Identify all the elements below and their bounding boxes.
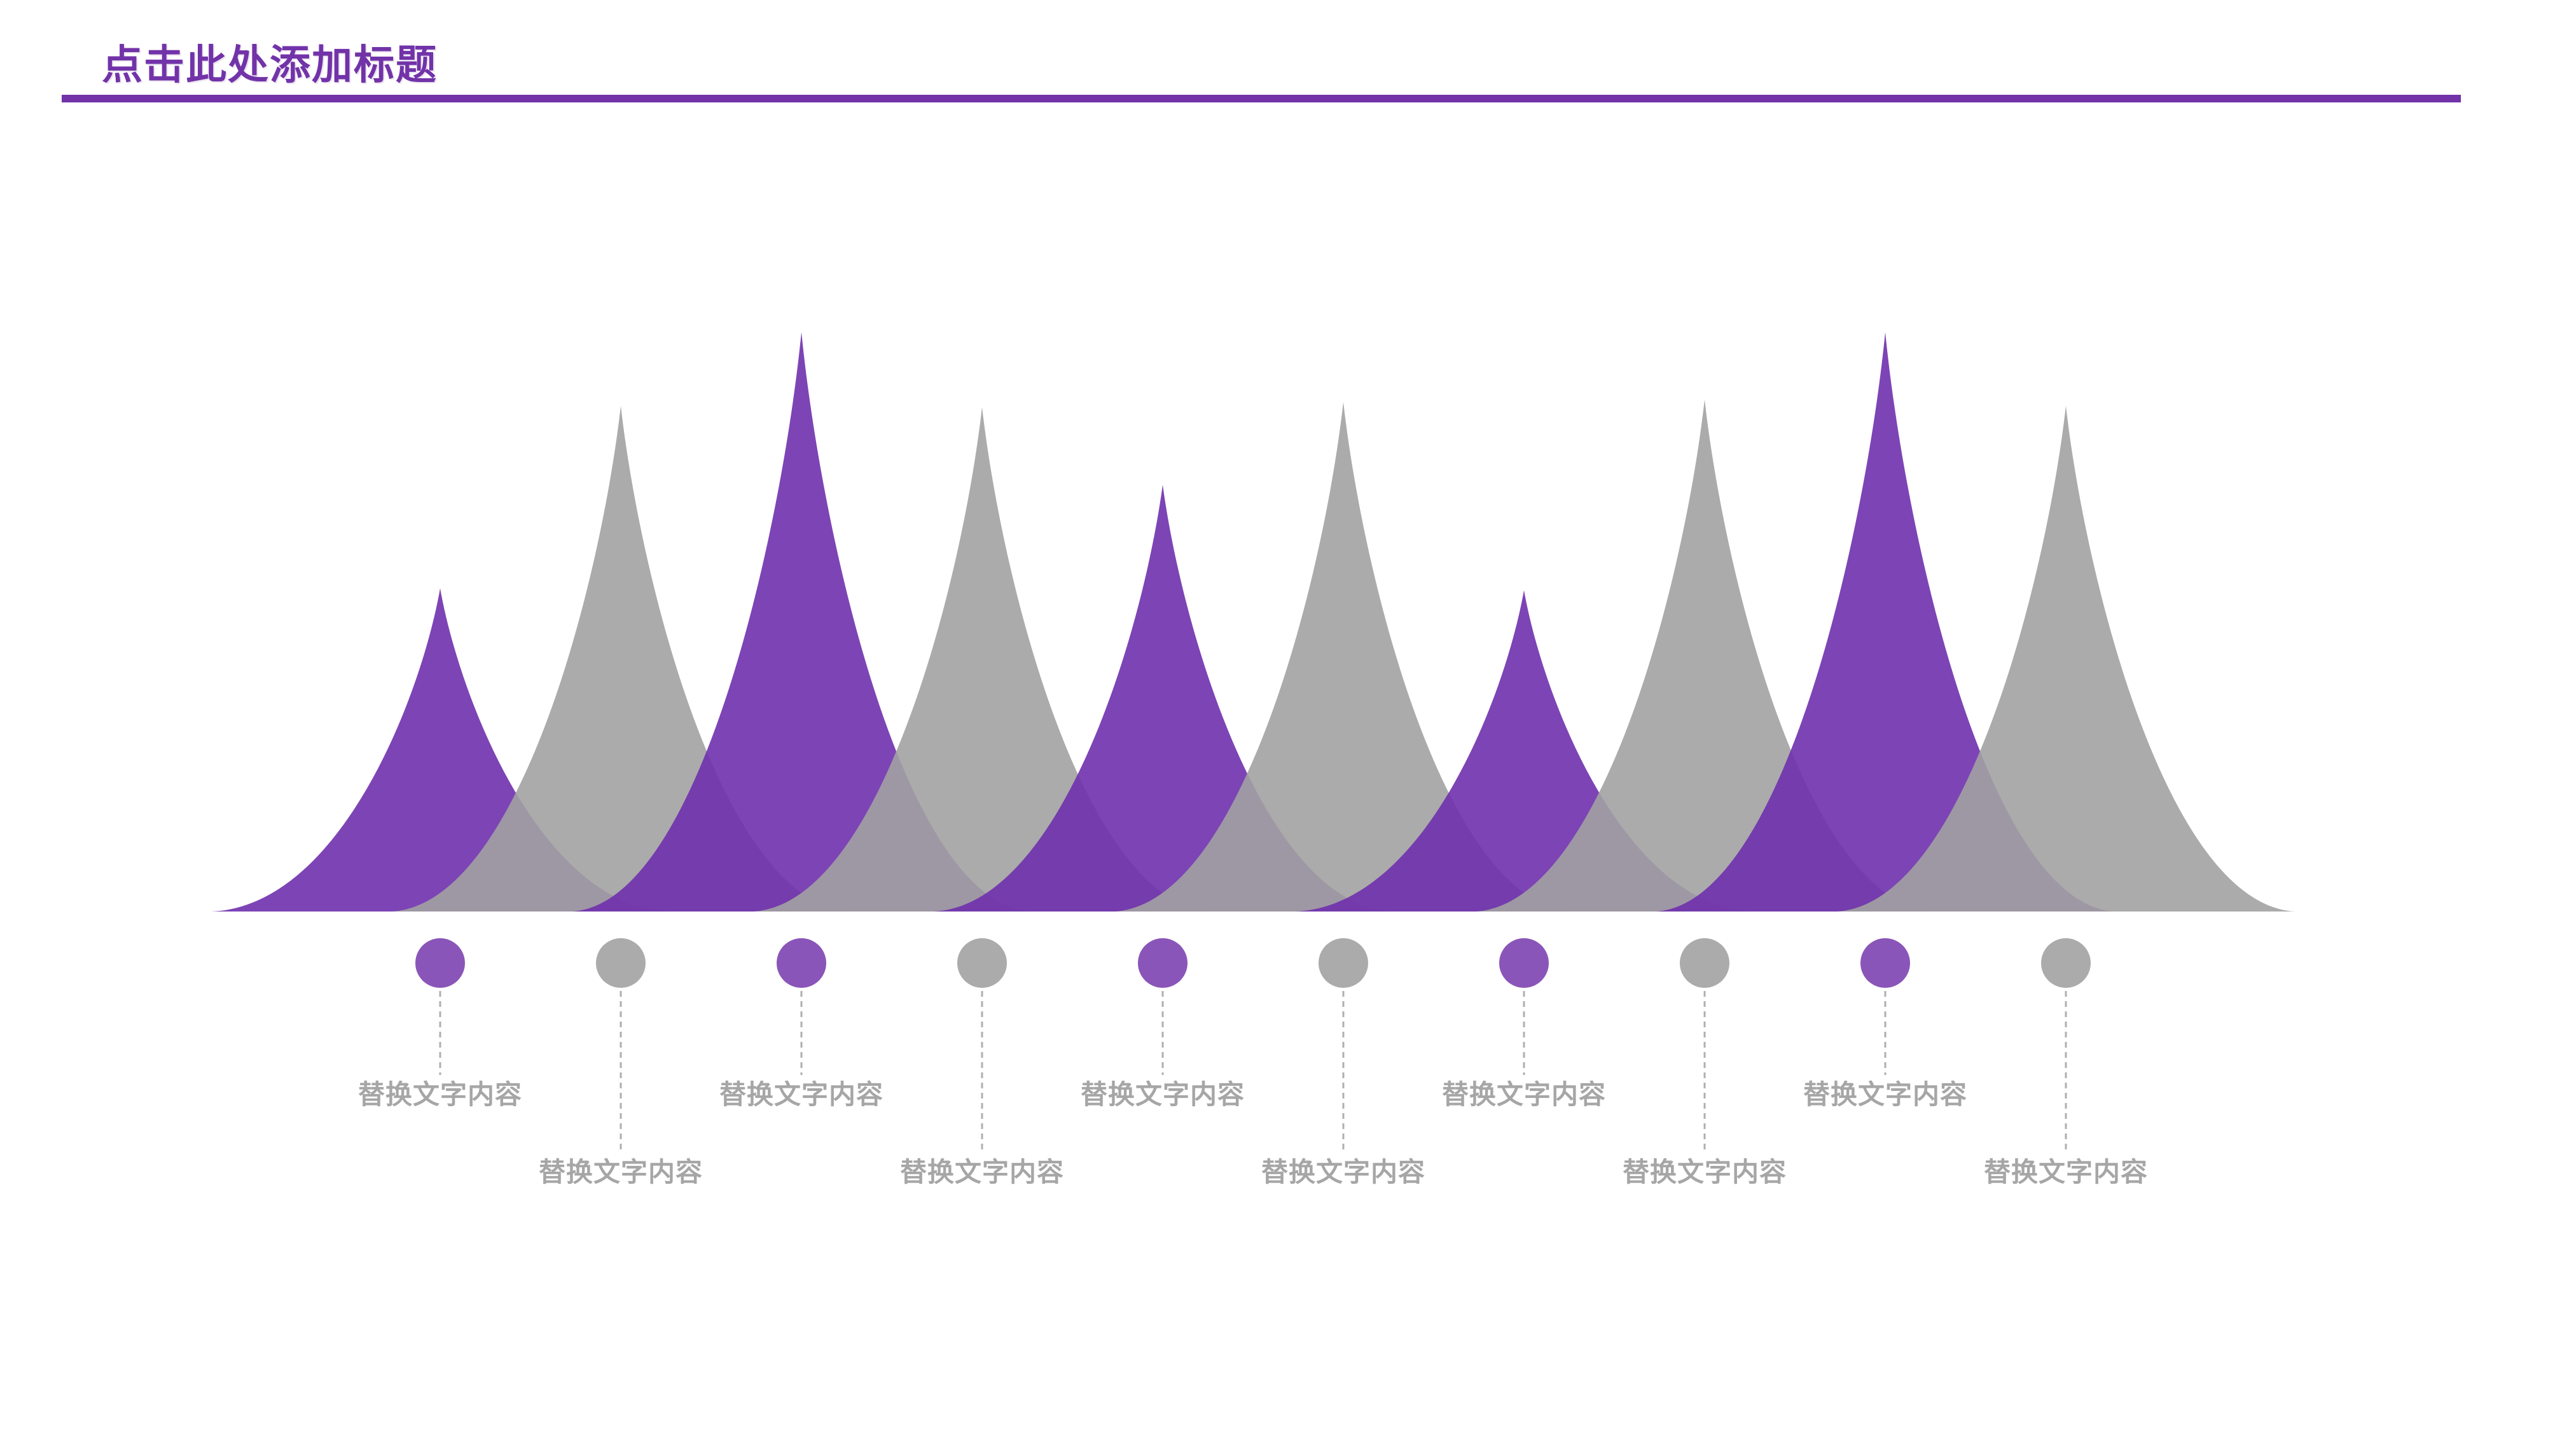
peak-shape-1 <box>211 588 669 912</box>
item-label-8[interactable]: 替换文字内容 <box>1622 1157 1787 1187</box>
item-label-1[interactable]: 替换文字内容 <box>357 1079 522 1109</box>
peak-shape-5 <box>934 485 1392 912</box>
title-divider <box>62 95 2461 102</box>
timeline-marker-5 <box>1138 938 1188 988</box>
peak-shape-4 <box>753 407 1211 912</box>
item-label-2[interactable]: 替换文字内容 <box>538 1157 703 1187</box>
item-label-7[interactable]: 替换文字内容 <box>1441 1079 1606 1109</box>
item-label-6[interactable]: 替换文字内容 <box>1261 1157 1425 1187</box>
timeline-marker-8 <box>1680 938 1729 988</box>
peak-shape-3 <box>572 332 1030 912</box>
item-label-9[interactable]: 替换文字内容 <box>1803 1079 1967 1109</box>
timeline-marker-7 <box>1499 938 1549 988</box>
timeline-marker-6 <box>1319 938 1368 988</box>
timeline-marker-9 <box>1860 938 1910 988</box>
timeline-marker-10 <box>2041 938 2091 988</box>
peak-shape-2 <box>392 406 850 912</box>
page-title[interactable]: 点击此处添加标题 <box>102 42 438 88</box>
timeline-marker-2 <box>596 938 646 988</box>
peak-shape-8 <box>1476 399 1934 912</box>
peak-shape-9 <box>1656 332 2114 912</box>
item-label-10[interactable]: 替换文字内容 <box>1983 1157 2148 1187</box>
item-label-5[interactable]: 替换文字内容 <box>1080 1079 1245 1109</box>
peak-shape-7 <box>1295 590 1753 912</box>
item-label-3[interactable]: 替换文字内容 <box>719 1079 883 1109</box>
timeline-marker-4 <box>957 938 1007 988</box>
timeline-marker-1 <box>415 938 465 988</box>
item-label-4[interactable]: 替换文字内容 <box>899 1157 1064 1187</box>
peak-shape-10 <box>1837 406 2295 912</box>
timeline-marker-3 <box>777 938 826 988</box>
peak-shape-6 <box>1114 402 1572 912</box>
